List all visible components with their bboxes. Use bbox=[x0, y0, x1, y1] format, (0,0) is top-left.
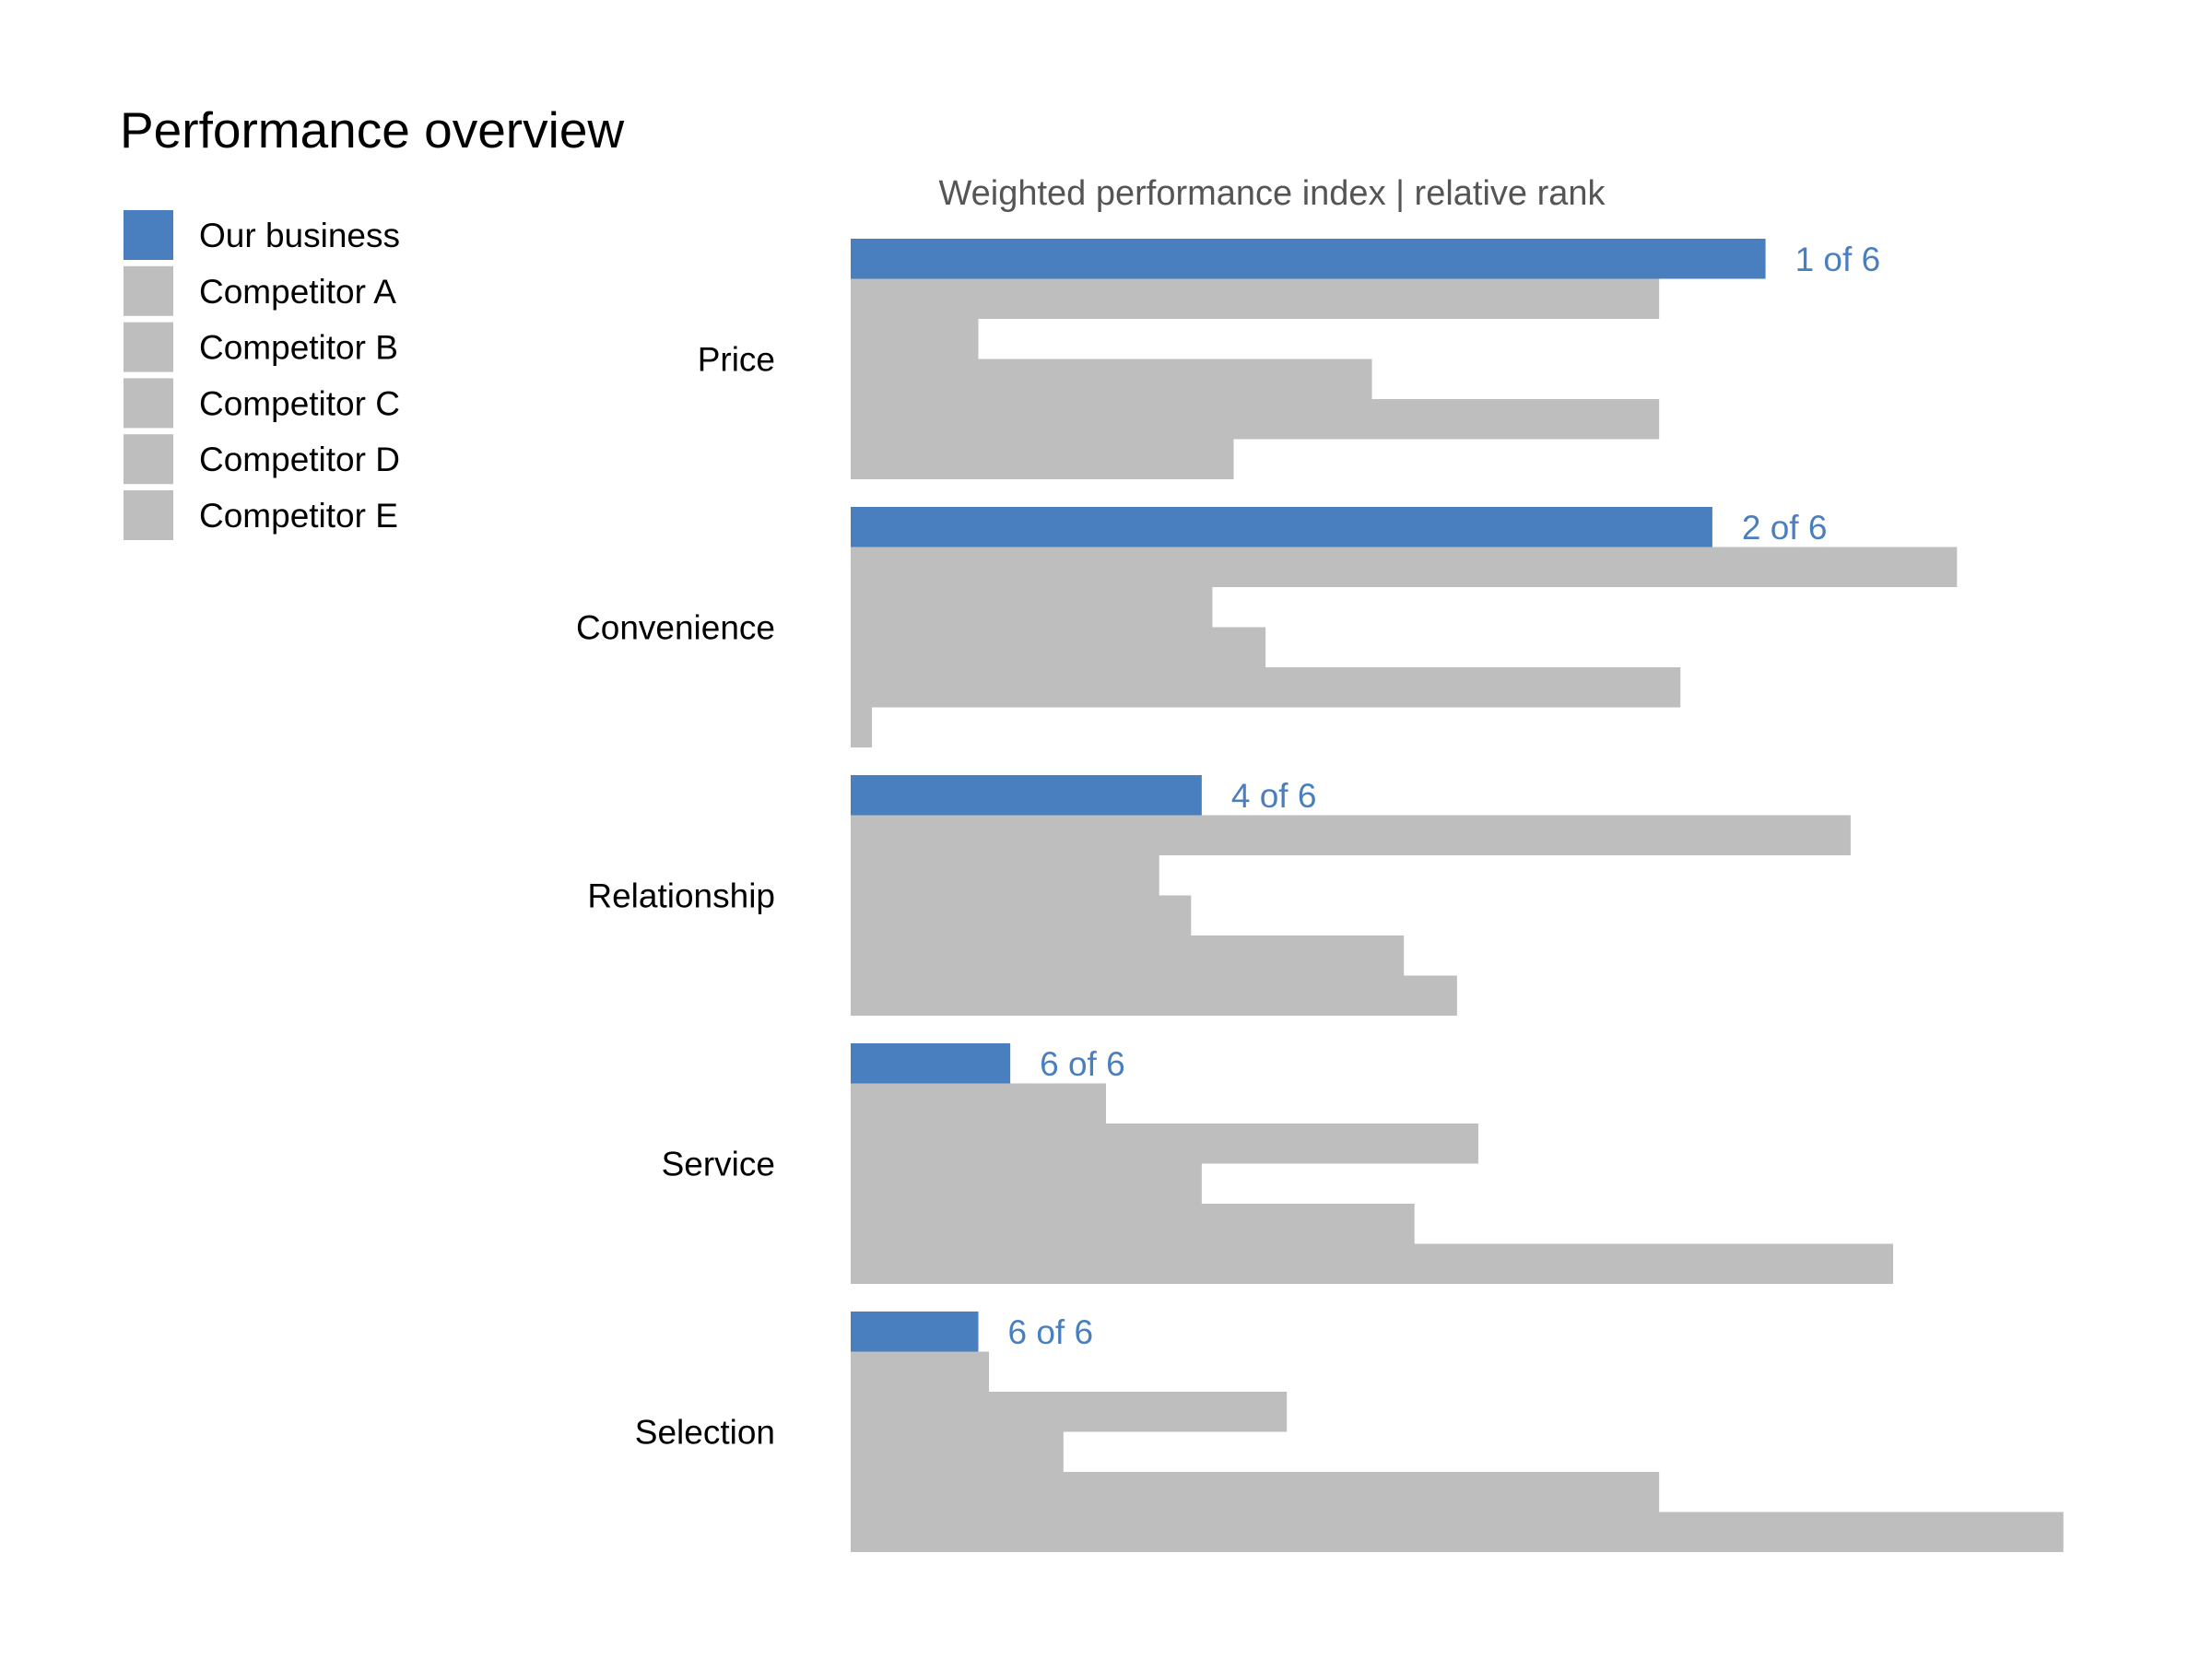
legend-label-competitor-d: Competitor D bbox=[199, 441, 400, 478]
category-label-convenience: Convenience bbox=[576, 609, 775, 647]
legend-swatch-competitor-c bbox=[124, 378, 173, 429]
legend-swatch-our-business bbox=[124, 210, 173, 260]
bar-convenience-competitor-e bbox=[851, 707, 873, 747]
bar-convenience-our-business bbox=[851, 507, 1712, 547]
bar-relationship-competitor-a bbox=[851, 815, 1851, 855]
bar-group-convenience: Convenience 2 of 6 bbox=[576, 507, 1958, 747]
category-label-service: Service bbox=[662, 1146, 775, 1183]
bar-relationship-our-business bbox=[851, 775, 1202, 816]
category-label-selection: Selection bbox=[635, 1414, 775, 1452]
bar-price-competitor-e bbox=[851, 439, 1234, 479]
chart-subtitle: Weighted performance index | relative ra… bbox=[938, 174, 1606, 213]
bar-service-competitor-c bbox=[851, 1163, 1202, 1204]
bar-price-our-business bbox=[851, 239, 1766, 279]
bar-service-our-business bbox=[851, 1043, 1011, 1084]
bar-service-competitor-a bbox=[851, 1083, 1106, 1124]
rank-label-selection: 6 of 6 bbox=[1008, 1313, 1094, 1351]
category-label-relationship: Relationship bbox=[587, 877, 775, 915]
plot-area: Price 1 of 6 Convenience 2 of 6 Relationship… bbox=[576, 239, 2064, 1552]
bar-service-competitor-d bbox=[851, 1204, 1415, 1244]
legend-swatch-competitor-d bbox=[124, 434, 173, 485]
bar-group-price: Price 1 of 6 bbox=[698, 239, 1880, 479]
legend-label-competitor-e: Competitor E bbox=[199, 497, 398, 535]
bar-price-competitor-c bbox=[851, 359, 1372, 399]
rank-label-relationship: 4 of 6 bbox=[1231, 777, 1317, 815]
bar-convenience-competitor-d bbox=[851, 667, 1681, 708]
bar-selection-our-business bbox=[851, 1312, 979, 1352]
bar-selection-competitor-a bbox=[851, 1351, 990, 1392]
bar-convenience-competitor-c bbox=[851, 627, 1266, 667]
chart-title: Performance overview bbox=[120, 101, 624, 159]
bar-selection-competitor-d bbox=[851, 1472, 1660, 1512]
bar-group-selection: Selection 6 of 6 bbox=[635, 1312, 2064, 1552]
bar-convenience-competitor-b bbox=[851, 587, 1213, 628]
bar-group-service: Service 6 of 6 bbox=[662, 1043, 1894, 1284]
legend: Our business Competitor A Competitor B Comp… bbox=[124, 210, 400, 540]
bar-relationship-competitor-b bbox=[851, 855, 1159, 896]
bar-service-competitor-e bbox=[851, 1243, 1894, 1284]
legend-swatch-competitor-e bbox=[124, 490, 173, 540]
bar-price-competitor-a bbox=[851, 278, 1660, 319]
bar-convenience-competitor-a bbox=[851, 547, 1958, 587]
category-label-price: Price bbox=[698, 341, 775, 379]
rank-label-price: 1 of 6 bbox=[1795, 241, 1881, 278]
rank-label-service: 6 of 6 bbox=[1040, 1045, 1125, 1083]
legend-label-competitor-b: Competitor B bbox=[199, 329, 398, 367]
bar-relationship-competitor-c bbox=[851, 895, 1192, 935]
bar-relationship-competitor-e bbox=[851, 975, 1457, 1016]
legend-label-competitor-a: Competitor A bbox=[199, 273, 396, 311]
bar-selection-competitor-c bbox=[851, 1431, 1064, 1472]
rank-label-convenience: 2 of 6 bbox=[1742, 509, 1828, 547]
legend-swatch-competitor-a bbox=[124, 265, 173, 316]
bar-price-competitor-d bbox=[851, 399, 1660, 440]
bar-group-relationship: Relationship 4 of 6 bbox=[587, 775, 1851, 1016]
legend-swatch-competitor-b bbox=[124, 322, 173, 372]
bar-selection-competitor-b bbox=[851, 1392, 1288, 1432]
bar-service-competitor-b bbox=[851, 1124, 1478, 1164]
bar-relationship-competitor-d bbox=[851, 935, 1405, 976]
bar-price-competitor-b bbox=[851, 319, 979, 359]
legend-label-competitor-c: Competitor C bbox=[199, 384, 400, 422]
bar-selection-competitor-e bbox=[851, 1512, 2064, 1552]
legend-label-our-business: Our business bbox=[199, 217, 400, 254]
